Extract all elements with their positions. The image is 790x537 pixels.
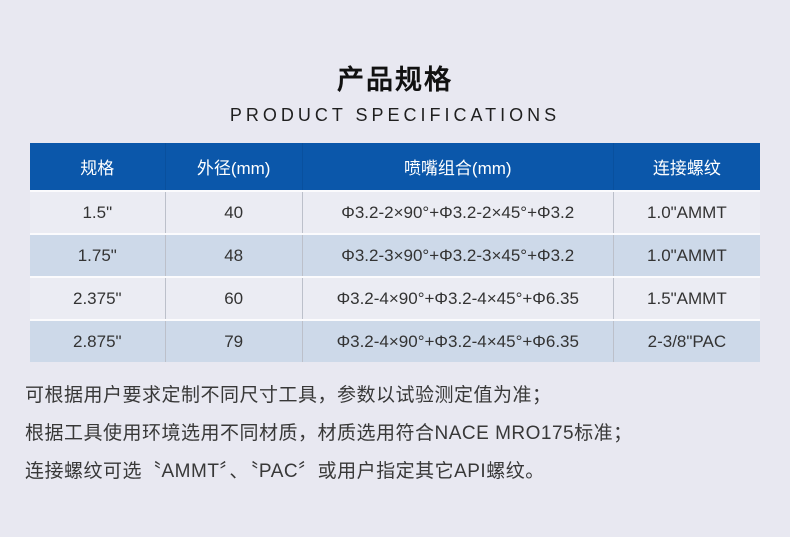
cell-outer-dia: 60 <box>165 277 303 321</box>
cell-outer-dia: 48 <box>165 234 303 278</box>
title-block: 产品规格 PRODUCT SPECIFICATIONS <box>0 58 790 126</box>
cell-spec: 2.875" <box>30 320 166 362</box>
cell-thread: 2-3/8"PAC <box>613 320 760 362</box>
cell-nozzle: Φ3.2-4×90°+Φ3.2-4×45°+Φ6.35 <box>302 277 614 321</box>
cell-thread: 1.0"AMMT <box>613 191 760 235</box>
cell-nozzle: Φ3.2-4×90°+Φ3.2-4×45°+Φ6.35 <box>302 320 614 362</box>
cell-outer-dia: 79 <box>165 320 303 362</box>
table-row: 1.75" 48 Φ3.2-3×90°+Φ3.2-3×45°+Φ3.2 1.0"… <box>30 234 760 278</box>
header-row: 规格 外径(mm) 喷嘴组合(mm) 连接螺纹 <box>30 143 760 192</box>
spec-table: 规格 外径(mm) 喷嘴组合(mm) 连接螺纹 1.5" 40 Φ3.2-2×9… <box>30 143 760 362</box>
table-row: 2.875" 79 Φ3.2-4×90°+Φ3.2-4×45°+Φ6.35 2-… <box>30 320 760 362</box>
page-title: 产品规格 <box>337 65 453 95</box>
column-header-thread: 连接螺纹 <box>613 143 760 192</box>
cell-spec: 1.5" <box>30 191 166 235</box>
column-header-spec: 规格 <box>30 143 166 192</box>
cell-nozzle: Φ3.2-3×90°+Φ3.2-3×45°+Φ3.2 <box>302 234 614 278</box>
page-subtitle: PRODUCT SPECIFICATIONS <box>229 105 561 125</box>
cell-thread: 1.5"AMMT <box>613 277 760 321</box>
spec-table-header: 规格 外径(mm) 喷嘴组合(mm) 连接螺纹 <box>30 143 760 192</box>
cell-nozzle: Φ3.2-2×90°+Φ3.2-2×45°+Φ3.2 <box>302 191 614 235</box>
cell-spec: 2.375" <box>30 277 166 321</box>
notes-section: 可根据用户要求定制不同尺寸工具，参数以试验测定值为准； 根据工具使用环境选用不同… <box>25 383 765 497</box>
cell-spec: 1.75" <box>30 234 166 278</box>
table-row: 2.375" 60 Φ3.2-4×90°+Φ3.2-4×45°+Φ6.35 1.… <box>30 277 760 321</box>
note-material-nace: 根据工具使用环境选用不同材质，材质选用符合NACE MRO175标准； <box>25 423 633 444</box>
column-header-outer-dia: 外径(mm) <box>165 143 303 192</box>
spec-table-container: 规格 外径(mm) 喷嘴组合(mm) 连接螺纹 1.5" 40 Φ3.2-2×9… <box>30 143 760 362</box>
column-header-nozzle: 喷嘴组合(mm) <box>302 143 614 192</box>
cell-thread: 1.0"AMMT <box>613 234 760 278</box>
table-row: 1.5" 40 Φ3.2-2×90°+Φ3.2-2×45°+Φ3.2 1.0"A… <box>30 191 760 235</box>
spec-table-body: 1.5" 40 Φ3.2-2×90°+Φ3.2-2×45°+Φ3.2 1.0"A… <box>30 191 760 362</box>
note-custom-sizes: 可根据用户要求定制不同尺寸工具，参数以试验测定值为准； <box>25 385 552 406</box>
cell-outer-dia: 40 <box>165 191 303 235</box>
note-thread-options: 连接螺纹可选〝AMMT〞、〝PAC〞或用户指定其它API螺纹。 <box>25 461 545 482</box>
